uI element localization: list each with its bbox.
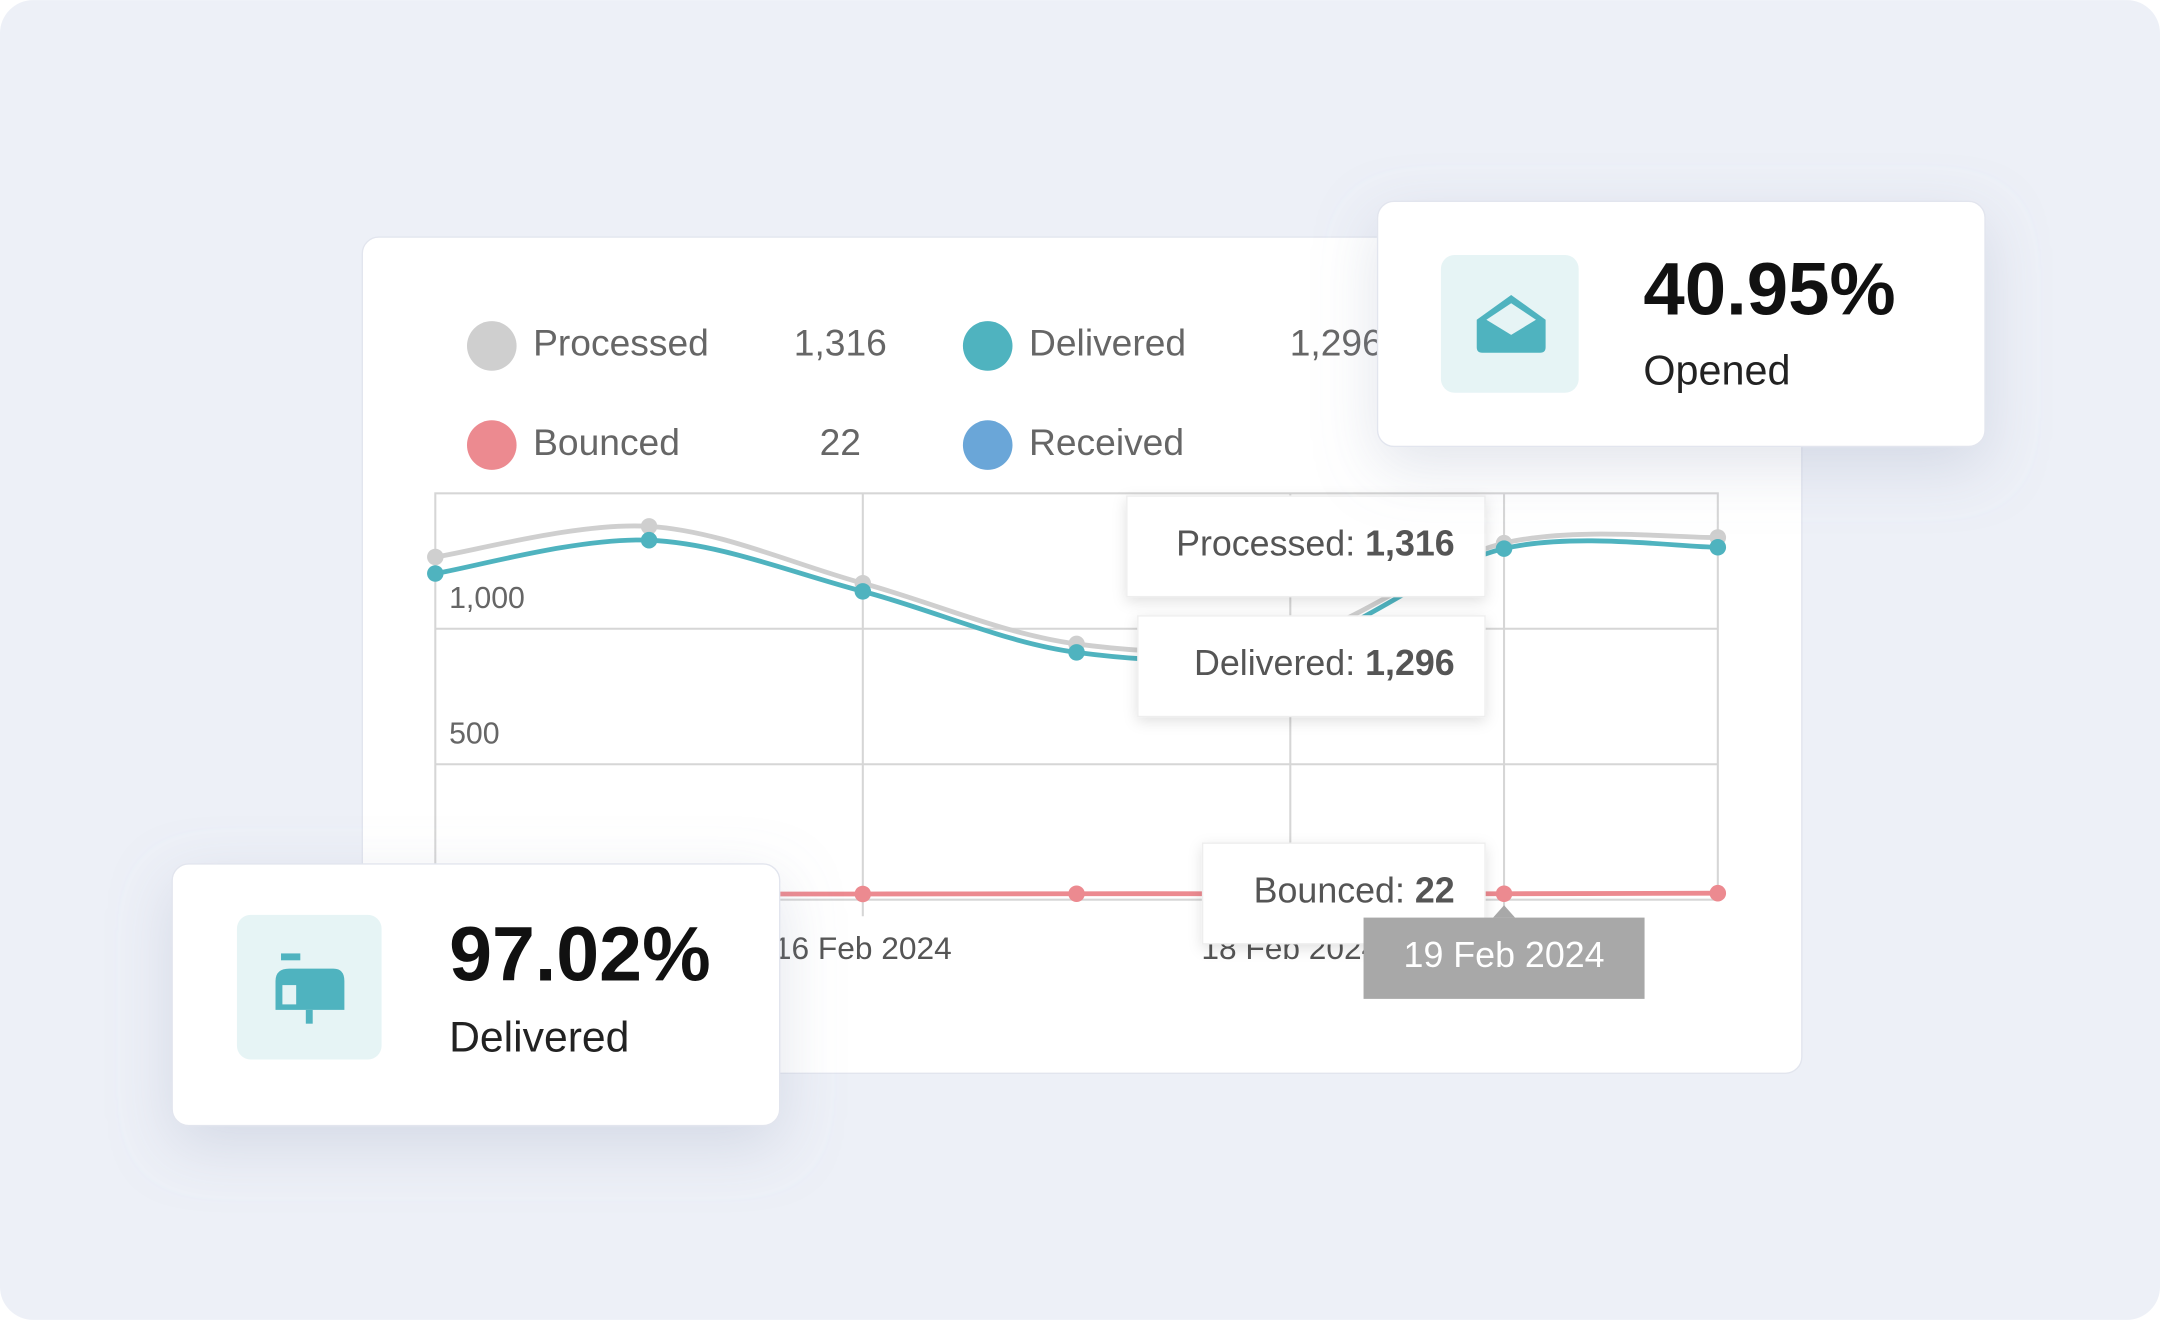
date-tooltip-text: 19 Feb 2024 (1404, 935, 1605, 975)
series-point (1068, 644, 1085, 661)
tooltip-name: Bounced: (1254, 871, 1405, 911)
y-tick-label: 500 (449, 717, 500, 750)
series-point (854, 885, 872, 903)
mailbox-icon (275, 953, 345, 1024)
series-point (1068, 885, 1085, 902)
legend-total: 22 (820, 421, 861, 463)
legend-label: Bounced (533, 421, 680, 463)
tooltip-text: Processed: 1,316 (1176, 524, 1455, 564)
tooltip-text: Bounced: 22 (1254, 871, 1455, 911)
tooltip-value: 22 (1415, 871, 1455, 911)
card-value: 97.02% (449, 912, 711, 998)
tooltip-box (1137, 615, 1486, 718)
legend-swatch (962, 420, 1013, 470)
card-label: Delivered (449, 1013, 629, 1061)
series-point (427, 548, 444, 566)
series-point (640, 531, 658, 549)
chart: Processed 1,316 Delivered 1,296 Bounced 22 Rec… (427, 321, 1727, 999)
tooltip-value: 1,296 (1365, 644, 1455, 684)
card-value: 40.95% (1643, 248, 1895, 331)
legend-total: 1,316 (794, 322, 887, 364)
legend-swatch (962, 321, 1013, 371)
tooltip-box (1126, 495, 1486, 598)
tooltip-value: 1,316 (1365, 524, 1455, 564)
legend-swatch (466, 321, 517, 371)
tooltip-name: Delivered: (1194, 644, 1355, 684)
envelope-icon (1476, 294, 1546, 353)
date-tooltip (1363, 917, 1645, 999)
series-point (1495, 540, 1513, 557)
legend-total: 1,296 (1290, 322, 1383, 364)
series-point (1495, 885, 1513, 902)
series-point (1709, 538, 1727, 556)
series-point (854, 583, 872, 600)
series-point (427, 565, 444, 582)
tooltip-text: Delivered: 1,296 (1194, 644, 1455, 684)
legend-swatch (466, 420, 517, 470)
x-tick-label: 16 Feb 2024 (774, 930, 952, 966)
legend-label: Received (1029, 421, 1184, 463)
legend-label: Processed (533, 322, 709, 364)
card-label: Opened (1643, 347, 1790, 393)
series-point (640, 518, 658, 535)
tooltip-name: Processed: (1176, 524, 1355, 564)
y-tick-label: 1,000 (449, 582, 525, 615)
series-point (1709, 884, 1727, 902)
tooltip-pointer (1493, 905, 1516, 918)
legend-label: Delivered (1029, 322, 1186, 364)
